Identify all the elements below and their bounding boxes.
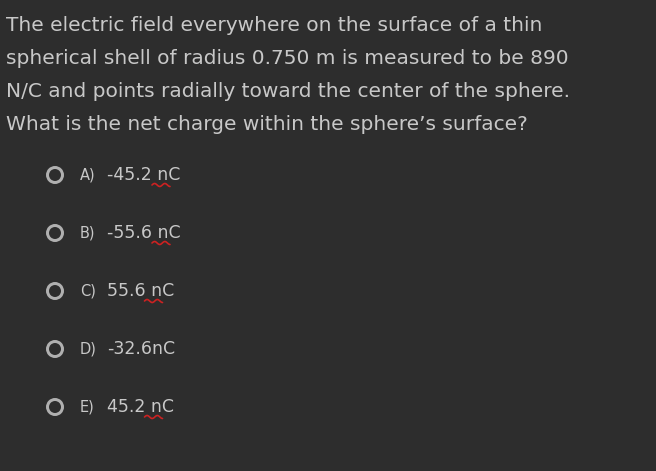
Text: C): C): [80, 284, 96, 299]
Text: N/C and points radially toward the center of the sphere.: N/C and points radially toward the cente…: [6, 82, 570, 101]
Text: -55.6 nC: -55.6 nC: [107, 224, 180, 242]
Text: 45.2 nC: 45.2 nC: [107, 398, 174, 416]
Text: 55.6 nC: 55.6 nC: [107, 282, 174, 300]
Circle shape: [49, 343, 61, 355]
Circle shape: [46, 282, 64, 300]
Text: D): D): [80, 341, 97, 357]
Text: The electric field everywhere on the surface of a thin: The electric field everywhere on the sur…: [6, 16, 543, 35]
Text: spherical shell of radius 0.750 m is measured to be 890: spherical shell of radius 0.750 m is mea…: [6, 49, 569, 68]
Circle shape: [46, 398, 64, 416]
Text: -45.2 nC: -45.2 nC: [107, 166, 180, 184]
Circle shape: [49, 227, 61, 239]
Text: -32.6nC: -32.6nC: [107, 340, 175, 358]
Text: B): B): [80, 226, 96, 241]
Text: A): A): [80, 168, 96, 182]
Text: What is the net charge within the sphere’s surface?: What is the net charge within the sphere…: [6, 115, 527, 134]
Circle shape: [46, 224, 64, 242]
Circle shape: [49, 401, 61, 413]
Circle shape: [49, 169, 61, 181]
Circle shape: [49, 285, 61, 297]
Circle shape: [46, 340, 64, 358]
Text: E): E): [80, 399, 94, 414]
Circle shape: [46, 166, 64, 184]
